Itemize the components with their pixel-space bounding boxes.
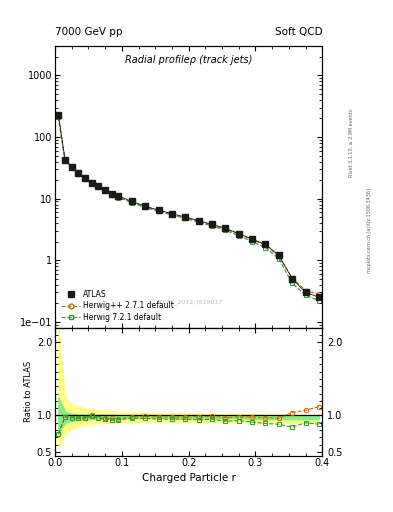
Y-axis label: Ratio to ATLAS: Ratio to ATLAS	[24, 361, 33, 422]
Legend: ATLAS, Herwig++ 2.7.1 default, Herwig 7.2.1 default: ATLAS, Herwig++ 2.7.1 default, Herwig 7.…	[59, 288, 176, 324]
Text: ATLAS_2011_I919017: ATLAS_2011_I919017	[155, 300, 222, 305]
Text: 7000 GeV pp: 7000 GeV pp	[55, 27, 123, 37]
Text: Rivet 3.1.10, ≥ 2.9M events: Rivet 3.1.10, ≥ 2.9M events	[349, 109, 354, 178]
Text: mcplots.cern.ch [arXiv:1306.3436]: mcplots.cern.ch [arXiv:1306.3436]	[367, 188, 372, 273]
Text: Radial profileρ (track jets): Radial profileρ (track jets)	[125, 55, 252, 65]
X-axis label: Charged Particle r: Charged Particle r	[142, 473, 235, 483]
Text: Soft QCD: Soft QCD	[275, 27, 322, 37]
